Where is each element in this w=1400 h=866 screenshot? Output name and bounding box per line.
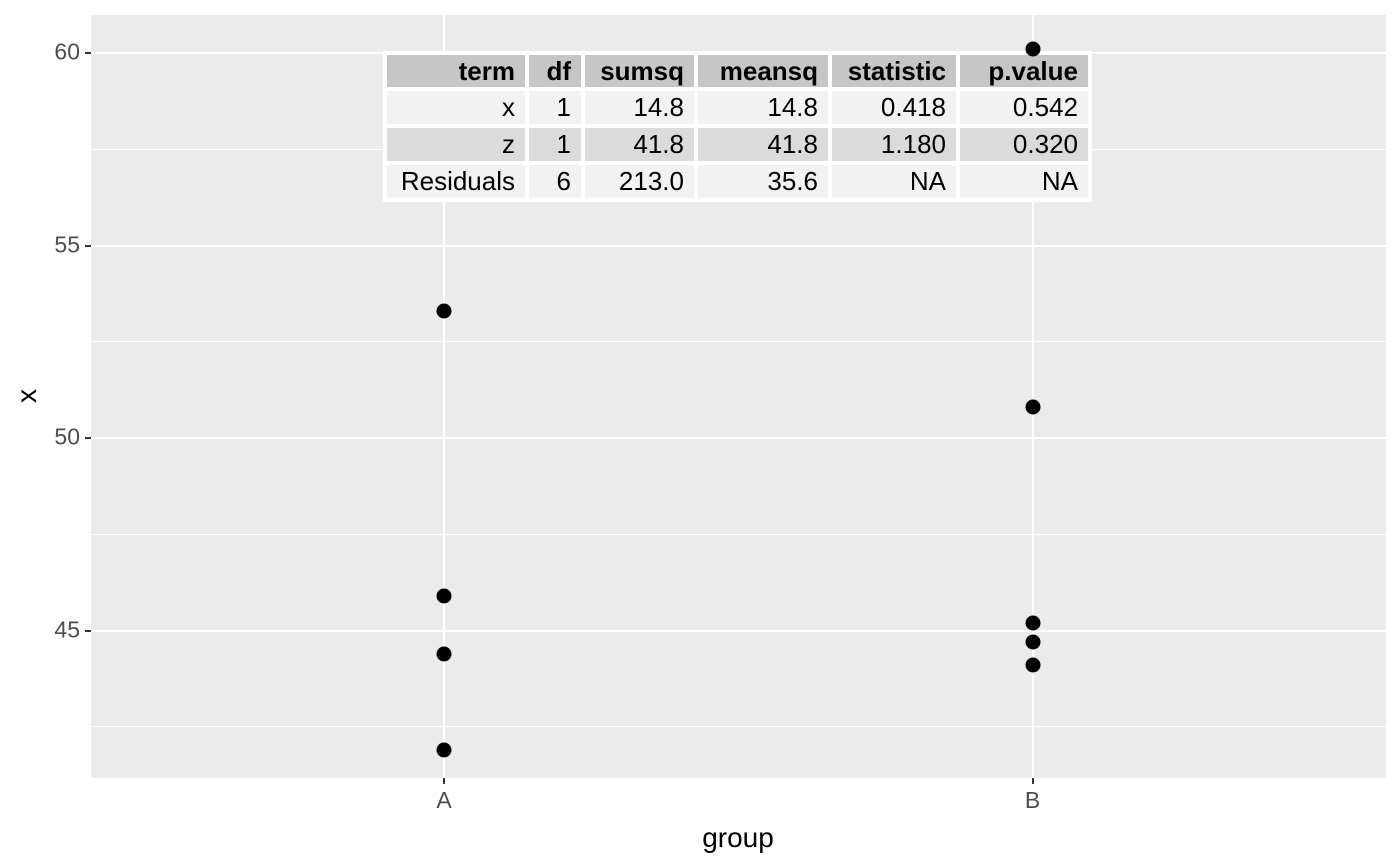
x-tick-mark-B	[1031, 778, 1034, 784]
x-tick-mark-A	[443, 778, 445, 784]
gridline-minor-52.5	[91, 341, 1386, 343]
col-header-df: df	[529, 55, 581, 87]
col-header-pvalue: p.value	[960, 55, 1088, 87]
y-tick-label-60: 60	[54, 38, 80, 65]
gridline-major-45	[91, 629, 1386, 632]
cell-term: Residuals	[387, 165, 525, 198]
x-tick-label-A: A	[436, 787, 452, 813]
x-axis-title: group	[702, 822, 774, 853]
cell-sumsq: 213.0	[585, 165, 694, 198]
data-point-B-50.8	[1025, 399, 1040, 415]
table-row-x: x 1 14.8 14.8 0.418 0.542	[387, 91, 1088, 124]
data-point-B-44.1	[1025, 657, 1040, 673]
data-point-B-45.2	[1025, 615, 1040, 631]
col-header-term: term	[387, 55, 525, 87]
cell-df: 1	[529, 91, 581, 124]
cell-df: 1	[529, 128, 581, 161]
gridline-major-50	[91, 437, 1386, 439]
cell-term: z	[387, 128, 525, 161]
table-row-z: z 1 41.8 41.8 1.180 0.320	[387, 128, 1088, 161]
gridline-major-55	[91, 244, 1386, 247]
cell-pvalue: 0.542	[960, 91, 1088, 124]
y-tick-mark-45	[85, 629, 91, 632]
cell-df: 6	[529, 165, 581, 198]
data-point-A-41.9	[436, 742, 452, 758]
x-tick-label-B: B	[1024, 787, 1041, 813]
cell-meansq: 41.8	[698, 128, 828, 161]
data-point-B-60.1	[1025, 41, 1040, 57]
anova-table: term df sumsq meansq statistic p.value x…	[383, 51, 1092, 202]
table-row-residuals: Residuals 6 213.0 35.6 NA NA	[387, 165, 1088, 198]
y-tick-label-45: 45	[54, 616, 80, 643]
cell-sumsq: 14.8	[585, 91, 694, 124]
cell-meansq: 14.8	[698, 91, 828, 124]
cell-term: x	[387, 91, 525, 124]
gridline-minor-47.5	[91, 533, 1386, 535]
y-tick-label-50: 50	[54, 423, 80, 450]
y-tick-label-55: 55	[54, 231, 80, 258]
data-point-B-44.7	[1025, 634, 1040, 650]
cell-sumsq: 41.8	[585, 128, 694, 161]
y-axis-title: x	[11, 389, 42, 403]
data-point-A-53.3	[436, 303, 452, 319]
data-point-A-44.4	[436, 646, 452, 662]
cell-statistic: NA	[832, 165, 956, 198]
cell-meansq: 35.6	[698, 165, 828, 198]
cell-statistic: 0.418	[832, 91, 956, 124]
gridline-minor-42.5	[91, 726, 1386, 728]
col-header-meansq: meansq	[698, 55, 828, 87]
cell-pvalue: 0.320	[960, 128, 1088, 161]
data-point-A-45.9	[436, 588, 452, 604]
gridline-category-A	[443, 15, 445, 778]
y-tick-mark-55	[85, 244, 91, 247]
y-tick-mark-60	[85, 52, 91, 54]
y-tick-mark-50	[85, 437, 91, 439]
col-header-sumsq: sumsq	[585, 55, 694, 87]
col-header-statistic: statistic	[832, 55, 956, 87]
anova-table-header-row: term df sumsq meansq statistic p.value	[387, 55, 1088, 87]
cell-pvalue: NA	[960, 165, 1088, 198]
cell-statistic: 1.180	[832, 128, 956, 161]
gridline-category-B	[1031, 15, 1034, 778]
